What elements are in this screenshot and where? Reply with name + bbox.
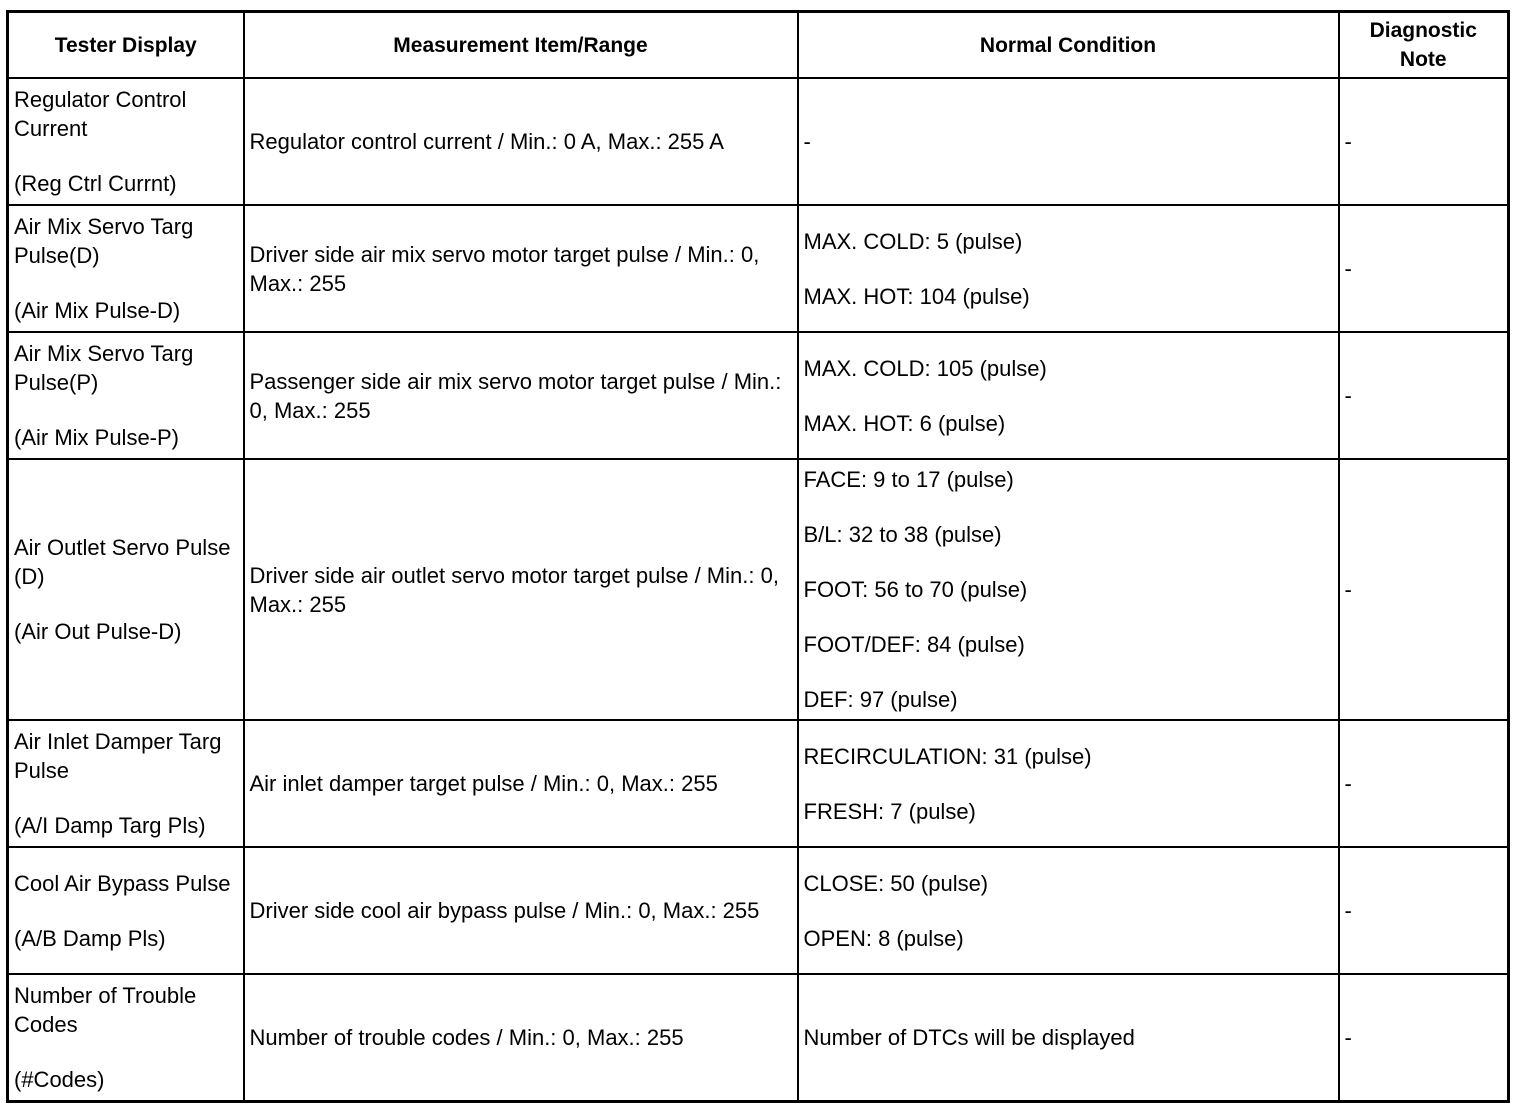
- normal-condition-cell: CLOSE: 50 (pulse) OPEN: 8 (pulse): [796, 846, 1340, 975]
- normal-condition-cell: -: [796, 77, 1340, 206]
- normal-condition-line: Number of DTCs will be displayed: [803, 1025, 1135, 1050]
- tester-display-cell: Air Outlet Servo Pulse (D) (Air Out Pulse…: [6, 458, 245, 721]
- header-tester-display: Tester Display: [6, 10, 245, 79]
- tester-display-abbr: (Reg Ctrl Currnt): [14, 171, 177, 196]
- table-row: Regulator Control Current (Reg Ctrl Currn…: [6, 77, 1510, 206]
- normal-condition-line: RECIRCULATION: 31 (pulse): [803, 743, 1092, 769]
- measurement-cell: Driver side air mix servo motor target p…: [242, 204, 799, 333]
- header-normal-condition: Normal Condition: [796, 10, 1340, 79]
- diagnostic-note-cell: -: [1337, 77, 1510, 206]
- measurement-cell: Number of trouble codes / Min.: 0, Max.:…: [242, 973, 799, 1103]
- measurement-cell: Regulator control current / Min.: 0 A, M…: [242, 77, 799, 206]
- table-row: Air Inlet Damper Targ Pulse (A/I Damp Tar…: [6, 719, 1510, 848]
- normal-condition-cell: FACE: 9 to 17 (pulse) B/L: 32 to 38 (puls…: [796, 458, 1340, 721]
- tester-display-name: Air Inlet Damper Targ Pulse: [14, 729, 222, 783]
- tester-display-cell: Number of Trouble Codes (#Codes): [6, 973, 245, 1103]
- normal-condition-line: FACE: 9 to 17 (pulse): [803, 467, 1014, 492]
- tester-display-abbr: (Air Mix Pulse-D): [14, 298, 181, 323]
- normal-condition-cell: MAX. COLD: 105 (pulse) MAX. HOT: 6 (pulse…: [796, 331, 1340, 460]
- diagnostic-note-cell: -: [1337, 204, 1510, 333]
- tester-display-name: Air Outlet Servo Pulse (D): [14, 535, 231, 589]
- normal-condition-line: MAX. HOT: 104 (pulse): [803, 283, 1030, 309]
- table-row: Air Mix Servo Targ Pulse(P) (Air Mix Puls…: [6, 331, 1510, 460]
- tester-display-name: Regulator Control Current: [14, 87, 187, 141]
- normal-condition-cell: MAX. COLD: 5 (pulse) MAX. HOT: 104 (pulse…: [796, 204, 1340, 333]
- measurement-cell: Air inlet damper target pulse / Min.: 0,…: [242, 719, 799, 848]
- header-diagnostic-note: Diagnostic Note: [1337, 10, 1510, 79]
- table-row: Number of Trouble Codes (#Codes) Number of…: [6, 973, 1510, 1103]
- measurement-cell: Driver side cool air bypass pulse / Min.…: [242, 846, 799, 975]
- normal-condition-line: OPEN: 8 (pulse): [803, 925, 964, 951]
- tester-display-cell: Air Mix Servo Targ Pulse(P) (Air Mix Puls…: [6, 331, 245, 460]
- header-measurement: Measurement Item/Range: [242, 10, 799, 79]
- diagnostic-note-cell: -: [1337, 331, 1510, 460]
- normal-condition-line: FOOT: 56 to 70 (pulse): [803, 577, 1028, 602]
- tester-display-cell: Air Mix Servo Targ Pulse(D) (Air Mix Puls…: [6, 204, 245, 333]
- diagnostic-note-cell: -: [1337, 973, 1510, 1103]
- tester-display-abbr: (Air Mix Pulse-P): [14, 425, 180, 450]
- normal-condition-line: FRESH: 7 (pulse): [803, 798, 976, 824]
- diagnostic-note-cell: -: [1337, 846, 1510, 975]
- table-row: Cool Air Bypass Pulse (A/B Damp Pls) Drive…: [6, 846, 1510, 975]
- tester-display-name: Number of Trouble Codes: [14, 983, 197, 1037]
- tester-display-name: Air Mix Servo Targ Pulse(D): [14, 214, 194, 268]
- tester-display-name: Cool Air Bypass Pulse: [14, 870, 231, 896]
- tester-display-cell: Cool Air Bypass Pulse (A/B Damp Pls): [6, 846, 245, 975]
- header-row: Tester Display Measurement Item/Range No…: [6, 10, 1510, 79]
- normal-condition-line: MAX. COLD: 5 (pulse): [803, 228, 1023, 254]
- normal-condition-cell: RECIRCULATION: 31 (pulse) FRESH: 7 (pulse…: [796, 719, 1340, 848]
- table-row: Air Mix Servo Targ Pulse(D) (Air Mix Puls…: [6, 204, 1510, 333]
- tester-display-name: Air Mix Servo Targ Pulse(P): [14, 341, 194, 395]
- normal-condition-line: -: [803, 129, 811, 154]
- diagnostic-note-cell: -: [1337, 719, 1510, 848]
- normal-condition-cell: Number of DTCs will be displayed: [796, 973, 1340, 1103]
- normal-condition-line: B/L: 32 to 38 (pulse): [803, 522, 1002, 547]
- measurement-cell: Driver side air outlet servo motor targe…: [242, 458, 799, 721]
- normal-condition-line: FOOT/DEF: 84 (pulse): [803, 632, 1025, 657]
- tester-display-abbr: (A/I Damp Targ Pls): [14, 813, 206, 838]
- tester-display-cell: Regulator Control Current (Reg Ctrl Currn…: [6, 77, 245, 206]
- table-row: Air Outlet Servo Pulse (D) (Air Out Pulse…: [6, 458, 1510, 721]
- diagnostic-note-cell: -: [1337, 458, 1510, 721]
- tester-display-abbr: (A/B Damp Pls): [14, 925, 166, 951]
- tester-display-abbr: (Air Out Pulse-D): [14, 619, 182, 644]
- normal-condition-line: DEF: 97 (pulse): [803, 687, 958, 712]
- normal-condition-line: MAX. HOT: 6 (pulse): [803, 410, 1006, 436]
- tester-display-abbr: (#Codes): [14, 1067, 105, 1092]
- tester-data-table: Tester Display Measurement Item/Range No…: [6, 10, 1510, 1103]
- normal-condition-line: MAX. COLD: 105 (pulse): [803, 355, 1047, 381]
- measurement-cell: Passenger side air mix servo motor targe…: [242, 331, 799, 460]
- tester-display-cell: Air Inlet Damper Targ Pulse (A/I Damp Tar…: [6, 719, 245, 848]
- normal-condition-line: CLOSE: 50 (pulse): [803, 870, 989, 896]
